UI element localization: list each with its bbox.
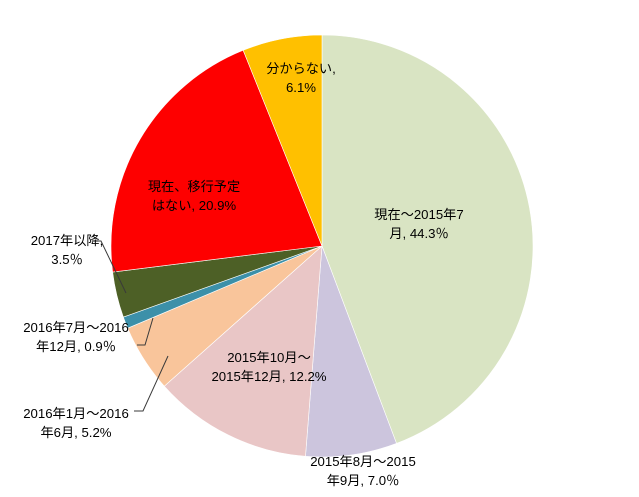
leader-line-jul-dec [137,317,154,346]
leader-line-group [92,240,169,412]
pie-slice-group [110,34,534,458]
pie-slice [163,245,323,457]
leader-line-jan-jun [134,355,169,412]
pie-slice [321,34,534,444]
pie-slice [110,49,323,273]
pie-slice [242,34,323,247]
leader-line-2017 [92,240,127,294]
